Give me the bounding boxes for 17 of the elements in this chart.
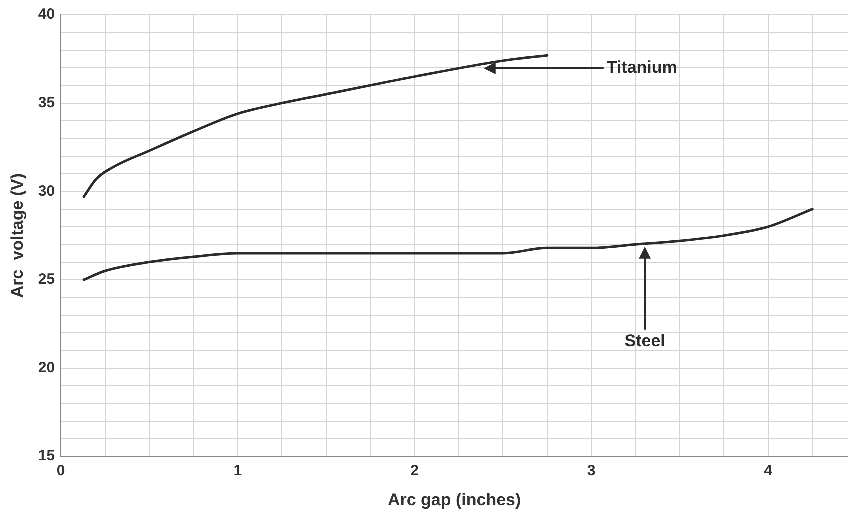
x-tick-label: 3 [587, 462, 596, 480]
text: Titanium [606, 58, 678, 78]
line-series [82, 208, 814, 282]
y-tick-label: 25 [38, 271, 56, 288]
x-tick-label: 1 [234, 462, 242, 480]
x-tick-label: 2 [410, 462, 419, 480]
y-tick-label: 30 [38, 182, 56, 200]
text: Steel [624, 332, 666, 351]
y-axis-title: Arc voltage (V) [8, 173, 27, 298]
x-tick-label: 0 [56, 462, 66, 480]
y-tick-label: 40 [38, 6, 56, 24]
y-tick-label: 20 [38, 359, 56, 376]
y-tick-label: 15 [38, 448, 56, 465]
y-tick-label: 35 [38, 94, 56, 112]
line-series [82, 54, 549, 198]
x-axis-title: Arc gap (inches) [388, 490, 522, 510]
x-tick-label: 4 [764, 462, 774, 480]
